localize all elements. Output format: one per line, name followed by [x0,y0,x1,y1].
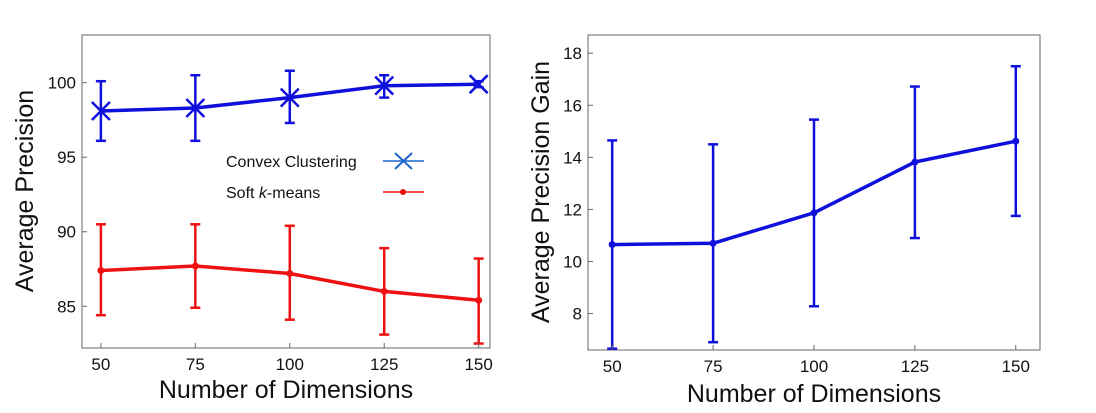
legend-label-soft-italic: k [259,185,268,202]
y-ticks-left: 85 90 95 100 [48,74,87,316]
legend-label-soft-prefix: Soft [226,185,259,202]
left-series-0-point [468,74,489,95]
x-ticks-right: 50 75 100 125 150 [603,345,1030,376]
right-x-tick-label: 150 [1002,357,1030,376]
left-series-1-point [475,296,483,304]
right-series-0-point [810,209,818,217]
right-series-0-point [911,158,919,166]
left-x-tick-label: 125 [370,355,398,374]
right-y-tick-label: 12 [563,200,582,219]
left-series-1 [95,223,484,345]
left-series-1-point [286,269,294,277]
right-series-0 [607,64,1021,350]
left-y-tick-label: 85 [57,297,76,316]
plot-frame-left [81,34,491,349]
right-x-tick-label: 50 [603,357,622,376]
left-y-tick-label: 100 [48,74,76,93]
y-ticks-right: 8 10 12 14 16 18 [563,44,593,324]
left-series-0-point [374,75,395,96]
right-y-tick-label: 16 [563,96,582,115]
legend-label-convex: Convex Clustering [226,154,357,171]
left-series-1-point [380,287,388,295]
chart-right: 50 75 100 125 150 8 10 12 14 16 18 Number of Dime… [527,34,1041,408]
right-y-tick-label: 18 [563,44,582,63]
legend-entry-soft-kmeans: Soft k-means [226,185,424,202]
right-x-tick-label: 125 [901,357,929,376]
right-series-0-point [1012,137,1020,145]
right-series-0-point [608,241,616,249]
legend-marker-convex [394,152,413,170]
left-series-0-point [185,98,206,118]
right-y-tick-label: 10 [563,252,582,271]
chart-left: 50 75 100 125 150 85 90 95 100 Number of Dimens… [11,34,493,404]
right-x-tick-label: 75 [704,357,723,376]
left-series-1-point [97,266,105,274]
legend-label-soft-kmeans: Soft k-means [226,185,320,202]
left-x-tick-label: 50 [91,355,110,374]
right-y-tick-label: 8 [573,305,582,324]
left-y-tick-label: 95 [57,148,76,167]
legend-label-soft-suffix: -means [267,185,320,202]
y-axis-label-left: Average Precision [11,90,39,292]
left-y-tick-label: 90 [57,223,76,242]
left-series-0-point [279,87,300,108]
x-ticks-left: 50 75 100 125 150 [91,343,493,374]
left-x-tick-label: 75 [186,355,205,374]
plot-area-right [607,64,1021,350]
plot-area-left [91,69,489,345]
x-axis-label-left: Number of Dimensions [159,376,413,404]
right-y-tick-label: 14 [563,148,582,167]
legend-marker-soft-kmeans [400,189,406,195]
left-x-tick-label: 150 [464,355,492,374]
legend: Convex Clustering Soft k-means [226,152,424,202]
left-series-0 [91,69,489,143]
left-series-1-point [191,262,199,270]
legend-entry-convex: Convex Clustering [226,152,424,171]
left-series-0-point [91,101,111,121]
right-series-0-point [709,239,717,247]
y-axis-label-right: Average Precision Gain [527,61,555,323]
left-x-tick-label: 100 [276,355,304,374]
x-axis-label-right: Number of Dimensions [687,380,941,408]
right-x-tick-label: 100 [800,357,828,376]
